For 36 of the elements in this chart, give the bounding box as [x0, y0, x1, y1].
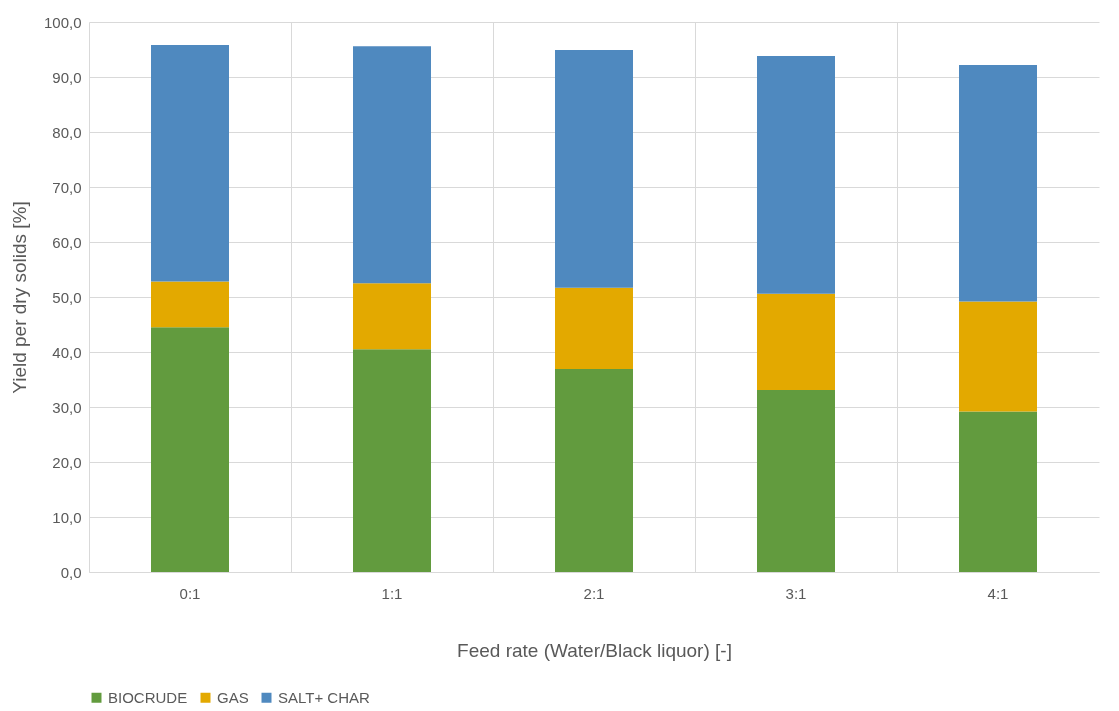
y-tick-label: 90,0: [52, 68, 82, 86]
bar: [151, 45, 229, 282]
bar: [151, 281, 229, 328]
bar: [353, 283, 431, 350]
y-tick-label: 100,0: [43, 13, 82, 31]
bar: [151, 327, 229, 572]
legend-label: BIOCRUDE: [108, 688, 188, 706]
bar: [757, 293, 835, 390]
y-tick-label: 50,0: [52, 288, 82, 306]
bar: [555, 50, 633, 288]
x-tick-label: 0:1: [179, 584, 201, 602]
y-tick-label: 20,0: [52, 453, 82, 471]
x-tick-label: 1:1: [381, 584, 403, 602]
bar: [555, 287, 633, 370]
y-tick-label: 10,0: [52, 508, 82, 526]
bar: [959, 64, 1037, 302]
legend-label: SALT+ CHAR: [278, 688, 370, 706]
y-tick-label: 80,0: [52, 123, 82, 141]
bar: [959, 301, 1037, 412]
bar: [555, 369, 633, 572]
x-tick-label: 2:1: [583, 584, 605, 602]
bar: [353, 46, 431, 284]
x-axis-title: Feed rate (Water/Black liquor) [-]: [457, 639, 732, 661]
y-tick-label: 30,0: [52, 398, 82, 416]
x-tick-label: 4:1: [987, 584, 1009, 602]
y-axis-title: Yield per dry solids [%]: [8, 201, 30, 394]
bar: [757, 56, 835, 294]
x-tick-label: 3:1: [785, 584, 807, 602]
y-tick-label: 0,0: [60, 563, 82, 581]
y-tick-label: 40,0: [52, 343, 82, 361]
legend-label: GAS: [217, 688, 249, 706]
y-tick-label: 70,0: [52, 178, 82, 196]
bar: [757, 389, 835, 572]
y-tick-label: 60,0: [52, 233, 82, 251]
bar: [959, 411, 1037, 572]
bar: [353, 349, 431, 572]
